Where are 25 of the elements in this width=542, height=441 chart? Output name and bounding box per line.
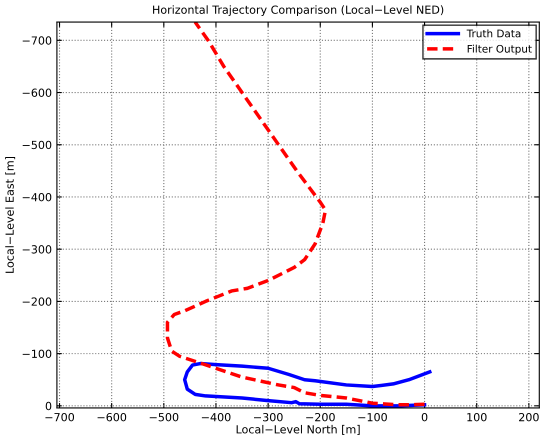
y-tick-label: −500 bbox=[22, 140, 52, 150]
line-series bbox=[166, 22, 426, 407]
y-tick-label: −300 bbox=[22, 245, 52, 254]
x-tick-label: 200 bbox=[519, 412, 539, 422]
y-tick-label: −600 bbox=[22, 88, 52, 97]
x-tick-label: 100 bbox=[467, 412, 487, 422]
y-tick-label: −200 bbox=[22, 297, 52, 306]
x-tick-label: −200 bbox=[306, 412, 335, 422]
x-tick-label: −700 bbox=[45, 412, 74, 422]
x-tick-label: −100 bbox=[358, 412, 387, 422]
x-tick-label: 0 bbox=[422, 412, 428, 422]
x-tick-label: −500 bbox=[150, 412, 178, 422]
legend-label: Filter Output bbox=[468, 44, 532, 55]
y-tick-label: −700 bbox=[22, 36, 52, 45]
x-axis-title: Local−Level North [m] bbox=[236, 424, 360, 435]
y-axis-title: Local−Level East [m] bbox=[5, 156, 16, 273]
x-tick-label: −600 bbox=[98, 412, 126, 422]
y-tick-label: 0 bbox=[46, 402, 52, 410]
x-tick-label: −400 bbox=[202, 412, 230, 422]
legend-label: Truth Data bbox=[466, 29, 520, 38]
y-tick-label: −100 bbox=[22, 350, 52, 358]
y-tick-label: −400 bbox=[22, 192, 52, 202]
x-tick-label: −300 bbox=[254, 412, 283, 422]
line-series bbox=[182, 362, 432, 408]
chart-title: Horizontal Trajectory Comparison (Local−Level NED) bbox=[153, 5, 444, 16]
